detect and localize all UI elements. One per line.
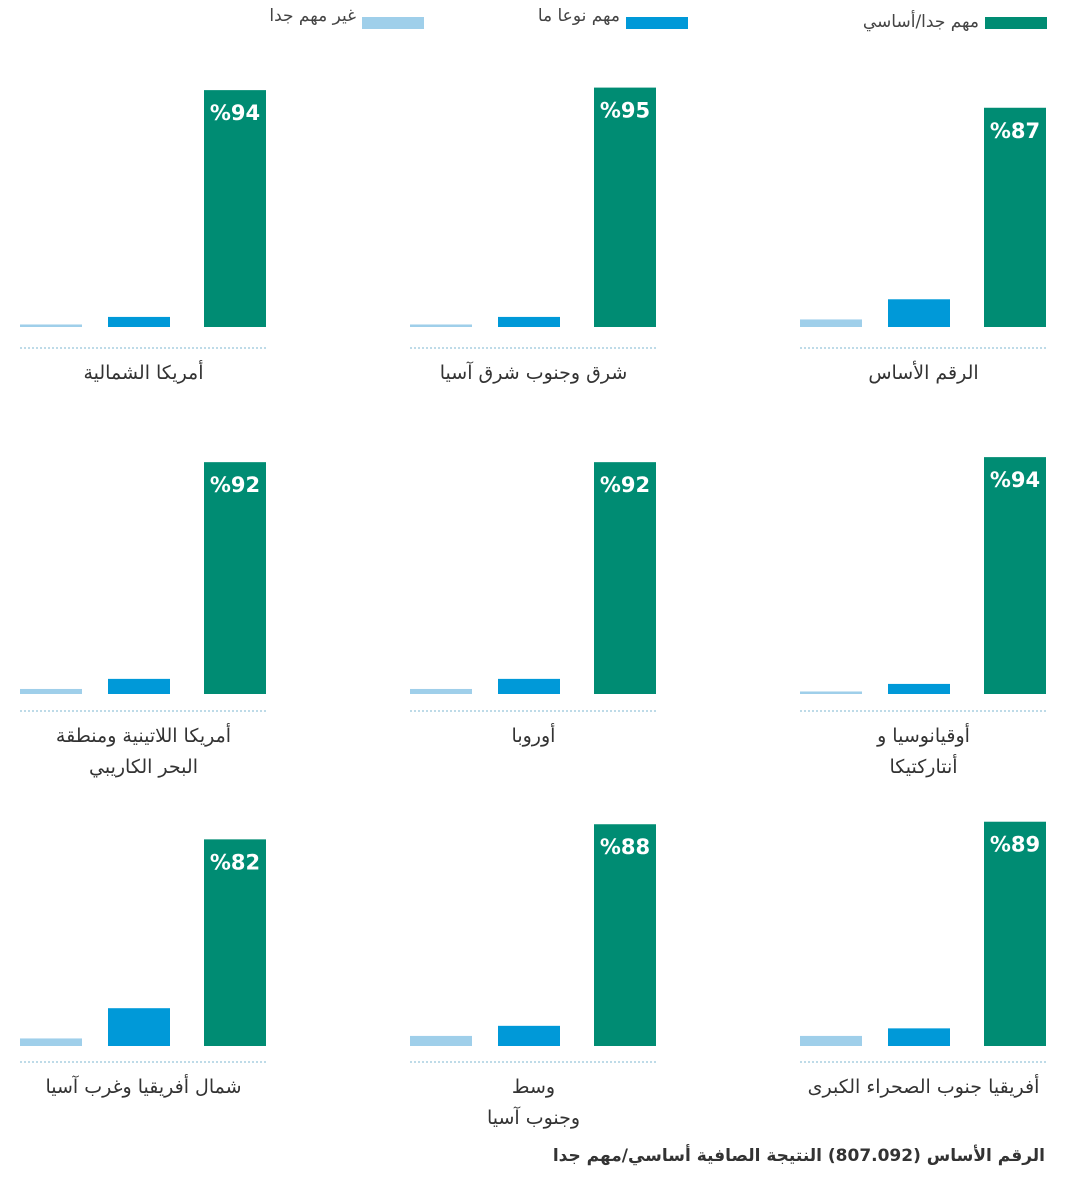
bar [498,1025,560,1046]
bar [984,457,1046,694]
panel-title: أوقيانوسيا و أنتاركتيكا [877,725,970,778]
value-label: %94 [990,468,1040,492]
value-label: %89 [990,833,1040,857]
panel-title: أمريكا الشمالية [83,362,204,384]
bar [108,678,170,694]
value-label: %87 [990,119,1040,143]
legend-swatch [985,17,1047,29]
bar [498,316,560,327]
bar [410,1035,472,1046]
bar [984,821,1046,1046]
bar [108,1008,170,1046]
bar [594,87,656,327]
bar [108,316,170,327]
bar [204,90,266,328]
value-label: %94 [210,101,260,125]
legend-label: مهم جدا/أساسي [862,12,979,32]
bar [498,678,560,694]
value-label: %95 [600,99,650,123]
bar [204,839,266,1046]
panel-title: وسط وجنوب آسيا [486,1076,581,1129]
panel-title: أمريكا اللاتينية ومنطقة البحر الكاريبي [55,725,232,778]
panel-title: أفريقيا جنوب الصحراء الكبرى [807,1076,1040,1098]
bar [410,324,472,327]
bar [800,1035,862,1046]
legend-swatch [626,17,688,29]
footnote: الرقم الأساس (807.092) النتيجة الصافية أ… [552,1146,1045,1166]
bar [410,688,472,694]
bar [888,1028,950,1046]
bar [594,824,656,1046]
value-label: %82 [210,850,260,874]
bar [888,683,950,694]
value-label: %92 [210,473,260,497]
bar [800,319,862,327]
legend-swatch [362,17,424,29]
bar [888,299,950,327]
panel-title: أوروبا [511,725,556,747]
panel-title: شرق وجنوب شرق آسيا [439,362,628,384]
bar [800,691,862,694]
legend-label: غير مهم جدا [269,6,356,26]
bar [20,324,82,327]
bar [20,1038,82,1046]
legend-label: مهم نوعا ما [537,6,620,26]
value-label: %92 [600,473,650,497]
panel-title: الرقم الأساس [868,362,979,384]
bar [204,462,266,694]
value-label: %88 [600,835,650,859]
panel-title: شمال أفريقيا وغرب آسيا [45,1076,242,1098]
bar [984,107,1046,327]
bar [20,688,82,694]
bar [594,462,656,694]
